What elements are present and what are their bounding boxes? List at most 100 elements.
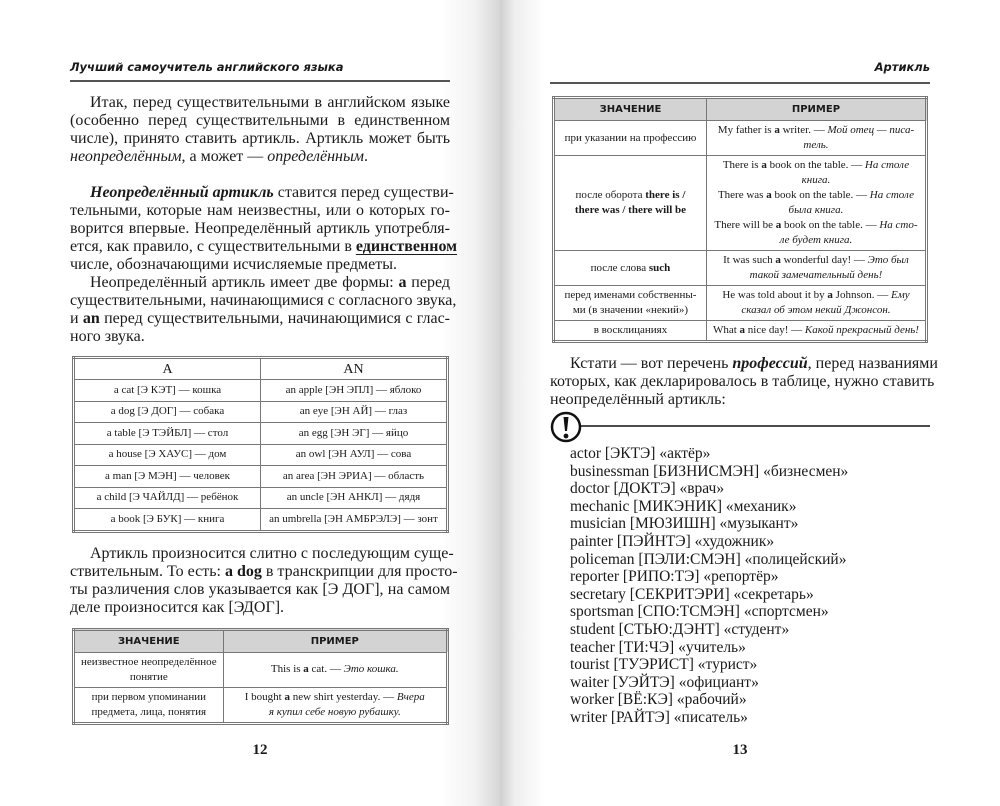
table-cell: a man [Э МЭН] — человек xyxy=(73,465,261,488)
text-line: ты различения слов указывается как [Э ДО… xyxy=(70,581,450,599)
table-row: перед именами собственны-ми (в значении … xyxy=(553,285,928,321)
table-cell: a house [Э ХАУС] — дом xyxy=(73,443,261,466)
text-segment: a xyxy=(398,274,407,291)
text-line: ного звука. xyxy=(70,328,450,346)
cell-line: в восклицаниях xyxy=(558,323,703,338)
cell-line: предмета, лица, понятия xyxy=(78,705,220,720)
text-segment: ле будет книга. xyxy=(779,234,853,246)
text-line: Кстати — вот перечень профессий, перед н… xyxy=(550,355,938,373)
text-line: неопределённым, а может — определённым. xyxy=(70,148,450,166)
meaning-table: ЗНАЧЕНИЕ ПРИМЕР при указании на профессию M… xyxy=(552,96,928,343)
profession-item: waiter [УЭЙТЭ] «официант» xyxy=(570,673,759,691)
cell-line: There is a book on the table. — На столе xyxy=(710,158,922,173)
text-segment: числе, обозначающими исчисляемые предмет… xyxy=(70,256,397,273)
text-segment: book on the table. — xyxy=(766,159,865,171)
column-header: ПРИМЕР xyxy=(705,97,928,121)
text-segment: new shirt yesterday. — xyxy=(290,690,397,703)
header-row: ЗНАЧЕНИЕ ПРИМЕР xyxy=(73,628,449,653)
text-segment: На сто- xyxy=(879,219,918,231)
text-segment: неизвестное неопределённое xyxy=(80,655,217,668)
table-cell: в восклицаниях xyxy=(553,320,707,342)
text-segment: , перед названиями xyxy=(807,355,938,372)
table-cell: перед именами собственны-ми (в значении … xyxy=(553,285,707,321)
table-cell: an apple [ЭН ЭПЛ] — яблоко xyxy=(260,379,448,402)
professions-intro-text: Кстати — вот перечень профессий, перед н… xyxy=(550,355,938,409)
profession-item: reporter [РИПО:ТЭ] «репортёр» xyxy=(570,568,779,586)
header-rule xyxy=(70,80,450,82)
text-segment: book on the table. — xyxy=(771,189,870,201)
text-segment: Артикль произносится слитно с последующи… xyxy=(90,544,454,562)
text-line: числе), принято ставить артикль. Артикль… xyxy=(70,130,450,148)
text-segment: ного звука. xyxy=(70,328,145,345)
table-row: a man [Э МЭН] — человек an area [ЭН ЭРИА]… xyxy=(73,465,448,488)
text-line: числе, обозначающими исчисляемые предмет… xyxy=(70,256,450,274)
text-segment: такой замечательный день! xyxy=(749,269,883,281)
table-cell: a book [Э БУК] — книга xyxy=(73,508,261,532)
text-segment: ми (в значении «некий») xyxy=(572,304,689,316)
table-row: после оборота there is / there was / ther… xyxy=(553,155,928,251)
table-cell: an uncle [ЭН АНКЛ] — дядя xyxy=(260,486,448,509)
table-cell: an umbrella [ЭН АМБРЭЛЭ] — зонт xyxy=(260,508,448,532)
pronunciation-text: Артикль произносится слитно с последующи… xyxy=(70,545,458,617)
professions-list: actor [ЭКТЭ] «актёр» businessman [БИЗНИСМ… xyxy=(550,445,930,727)
text-segment: writer. — xyxy=(779,124,828,136)
text-segment: Мой отец — писа- xyxy=(827,124,915,136)
cell-line: была книга. xyxy=(710,203,922,218)
text-segment: после оборота xyxy=(575,189,646,201)
profession-item: secretary [СЕКРИТЭРИ] «секретарь» xyxy=(570,585,814,603)
table-cell: My father is a writer. — Мой отец — писа… xyxy=(705,120,928,156)
column-header: AN xyxy=(260,357,448,380)
table-row: a table [Э ТЭЙБЛ] — стол an egg [ЭН ЭГ] —… xyxy=(73,422,448,445)
text-line: Неопределённый артикль ставится перед су… xyxy=(70,184,454,202)
text-segment: a xyxy=(775,254,781,266)
text-segment: . xyxy=(364,148,368,165)
text-segment: Неопределённый артикль имеет две формы: xyxy=(90,274,399,291)
meaning-table: ЗНАЧЕНИЕ ПРИМЕР неизвестное неопределённое… xyxy=(72,627,449,725)
article-forms-table: A AN a cat [Э КЭТ] — кошка an apple [ЭН ЭПЛ… xyxy=(72,356,449,533)
table-cell: при первом упоминании предмета, лица, пон… xyxy=(73,686,224,724)
text-segment: определённым xyxy=(267,148,364,165)
table-cell: an eye [ЭН АЙ] — глаз xyxy=(260,400,448,423)
text-segment: единственном xyxy=(355,238,458,255)
text-segment: My father is xyxy=(717,124,775,136)
text-segment: (особенно перед существительными в единс… xyxy=(70,112,450,129)
text-segment: There is xyxy=(722,159,762,171)
text-segment: тельными, которые нам неизвестны, или о … xyxy=(70,202,450,219)
text-segment: Это был xyxy=(867,254,909,266)
right-column: ЗНАЧЕНИЕ ПРИМЕР при указании на профессию M… xyxy=(550,96,938,727)
table-cell: an owl [ЭН АУЛ] — сова xyxy=(260,443,448,466)
text-segment: a xyxy=(761,159,767,171)
text-segment: a xyxy=(303,663,309,675)
table-cell: a child [Э ЧАЙЛД] — ребёнок xyxy=(73,486,261,509)
cell-line: My father is a writer. — Мой отец — писа… xyxy=(710,123,922,138)
intro-text: Итак, перед существительными в английско… xyxy=(70,94,457,346)
text-line: ворится впервые. Неопределённый артикль … xyxy=(70,220,450,238)
cell-line: книга. xyxy=(710,173,922,188)
table-row: a dog [Э ДОГ] — собака an eye [ЭН АЙ] — г… xyxy=(73,400,448,423)
text-segment: wonderful day! — xyxy=(780,254,868,266)
table-cell: What a nice day! — Какой прекрасный день… xyxy=(705,320,928,342)
table-row: a book [Э БУК] — книга an umbrella [ЭН АМ… xyxy=(73,508,448,532)
text-segment: Это кошка. xyxy=(343,663,399,675)
text-line xyxy=(70,166,450,184)
table-cell: an area [ЭН ЭРИА] — область xyxy=(260,465,448,488)
text-segment: an xyxy=(82,310,100,327)
cell-line: ми (в значении «некий») xyxy=(558,303,703,318)
header-row: ЗНАЧЕНИЕ ПРИМЕР xyxy=(553,97,928,121)
text-segment: при первом упоминании xyxy=(91,690,206,703)
text-segment: которых, как декларировалось в таблице, … xyxy=(550,373,935,390)
text-segment: перед существительными, начинающимися с … xyxy=(99,310,451,327)
text-segment: there was / there will be xyxy=(574,204,687,216)
text-segment: a dog xyxy=(224,562,262,580)
text-segment: перед xyxy=(406,274,450,291)
cell-line: такой замечательный день! xyxy=(710,268,922,283)
table-cell: a cat [Э КЭТ] — кошка xyxy=(73,379,261,402)
header-row: A AN xyxy=(73,357,448,380)
text-segment: such xyxy=(648,261,671,274)
text-segment: nice day! — xyxy=(745,324,805,336)
text-segment: понятие xyxy=(129,670,168,683)
text-line: деле произносится как [ЭДОГ]. xyxy=(70,599,450,617)
text-segment: ворится впервые. Неопределённый артикль … xyxy=(70,220,450,237)
text-segment: я купил себе новую рубашку. xyxy=(268,705,401,718)
text-segment: a xyxy=(774,124,780,136)
